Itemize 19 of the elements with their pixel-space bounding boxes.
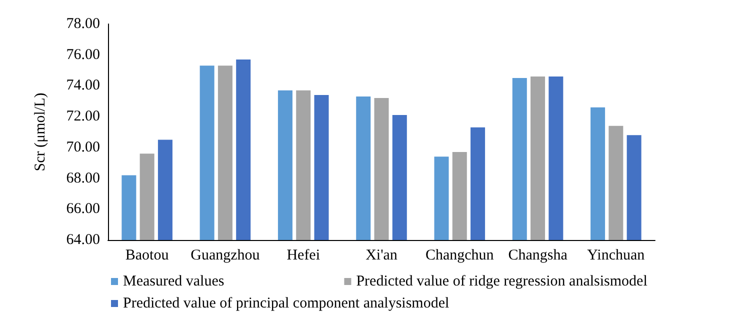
y-tick-label: 78.00: [66, 16, 100, 32]
x-tick-label: Xi'an: [366, 248, 398, 264]
y-tick-label: 74.00: [66, 78, 100, 94]
y-axis-title: Scr (μmol/L): [32, 92, 48, 172]
x-tick-label: Hefei: [286, 248, 320, 264]
x-tick-label: Baotou: [125, 248, 170, 264]
y-tick-label: 64.00: [66, 232, 100, 248]
x-tick-label: Yinchuan: [587, 248, 646, 264]
legend-label: Predicted value of ridge regression analsismodel: [356, 274, 648, 290]
x-tick-label: Changsha: [508, 248, 568, 264]
y-tick-label: 70.00: [66, 139, 100, 156]
y-tick-label: 76.00: [66, 46, 100, 63]
y-tick-label: 68.00: [66, 170, 100, 186]
x-tick-label: Guangzhou: [190, 248, 260, 264]
x-tick-label: Changchun: [425, 248, 494, 264]
y-tick-label: 72.00: [66, 108, 100, 125]
legend-label: Predicted value of principal component analysismodel: [123, 296, 450, 312]
legend-label: Measured values: [123, 274, 224, 290]
y-tick-label: 66.00: [66, 201, 100, 218]
